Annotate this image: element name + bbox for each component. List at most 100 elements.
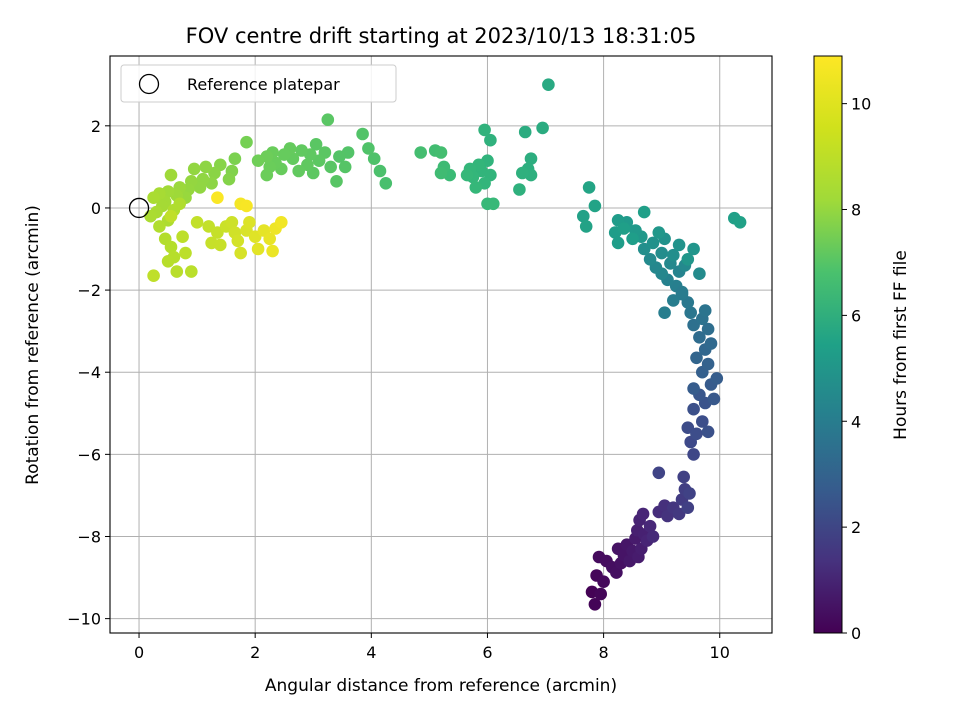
data-point	[231, 234, 245, 248]
data-point	[243, 216, 256, 229]
data-point	[684, 306, 697, 320]
data-point	[643, 252, 657, 266]
data-point	[153, 220, 166, 233]
data-point	[687, 402, 700, 416]
data-point	[161, 254, 175, 268]
data-point	[190, 216, 204, 229]
colorbar-tick-label: 2	[851, 518, 861, 537]
plot-frame	[109, 55, 773, 634]
data-point	[330, 175, 343, 188]
data-point	[696, 415, 709, 428]
data-point	[356, 127, 369, 141]
data-point	[263, 232, 277, 246]
data-point	[681, 252, 695, 266]
data-point	[147, 191, 160, 204]
data-point	[202, 220, 215, 233]
data-point	[626, 232, 639, 246]
data-point	[373, 164, 387, 178]
data-point	[611, 236, 625, 250]
data-point	[147, 269, 160, 283]
data-point	[646, 236, 660, 250]
data-point	[367, 152, 381, 165]
data-point	[687, 448, 700, 461]
data-point	[701, 357, 715, 371]
data-point	[324, 160, 338, 174]
data-point	[667, 294, 680, 307]
data-point	[518, 125, 532, 139]
y-tick-label: −4	[77, 363, 101, 382]
data-point	[214, 238, 227, 252]
data-point	[637, 242, 651, 256]
colorbar-tick-label: 10	[851, 95, 871, 114]
data-point	[677, 470, 690, 484]
data-point	[672, 507, 686, 521]
data-point	[164, 240, 178, 254]
data-point	[687, 382, 700, 395]
data-point	[185, 265, 198, 278]
colorbar-label: Hours from first FF file	[891, 250, 911, 440]
data-point	[251, 154, 265, 167]
x-axis-label: Angular distance from reference (arcmin)	[265, 676, 617, 696]
y-tick-label: −6	[77, 445, 101, 464]
data-point	[460, 168, 474, 182]
colorbar: 0 2 4 6 8 10 Hours from first FF file	[813, 55, 911, 643]
data-point	[164, 168, 178, 182]
data-point	[687, 318, 700, 332]
x-tick-label: 2	[250, 643, 260, 662]
data-point	[658, 306, 671, 320]
data-point	[710, 372, 724, 385]
y-tick-label: −10	[67, 610, 101, 629]
data-point	[478, 123, 491, 137]
data-point	[164, 209, 178, 223]
data-point	[701, 322, 715, 336]
data-point	[275, 216, 288, 229]
data-point	[672, 238, 686, 252]
y-tick-label: −2	[77, 281, 101, 300]
data-point	[414, 146, 428, 159]
data-point	[704, 337, 718, 350]
data-point	[542, 78, 555, 91]
data-point	[312, 154, 326, 167]
data-point	[701, 425, 715, 439]
data-point	[652, 466, 666, 480]
legend-entry-reference-platepar: Reference platepar	[187, 75, 340, 94]
data-point	[228, 152, 242, 165]
colorbar-tick-label: 4	[851, 412, 861, 431]
data-point	[610, 566, 623, 579]
data-point	[733, 216, 747, 229]
data-point	[617, 222, 631, 235]
data-point	[362, 142, 375, 155]
grid	[110, 56, 772, 633]
data-point	[251, 242, 265, 256]
data-point	[260, 168, 274, 182]
x-tick-label: 4	[366, 643, 376, 662]
data-point	[187, 162, 201, 176]
data-point	[577, 209, 590, 223]
data-point	[636, 507, 650, 521]
data-point	[582, 181, 596, 194]
legend-marker-open-circle	[138, 73, 160, 95]
data-point	[707, 392, 721, 406]
data-point	[309, 138, 323, 151]
colorbar-tick-label: 6	[851, 306, 861, 325]
data-point	[469, 181, 483, 194]
data-point	[516, 166, 529, 180]
data-point	[248, 230, 262, 243]
data-point	[144, 209, 157, 223]
data-point	[513, 183, 526, 196]
data-point	[597, 575, 610, 588]
chart-title: FOV centre drift starting at 2023/10/13 …	[186, 24, 697, 48]
y-axis-label: Rotation from reference (arcmin)	[23, 205, 43, 485]
data-point	[211, 191, 224, 204]
data-point	[176, 230, 189, 243]
data-point	[179, 246, 192, 260]
y-tick-label: −8	[77, 527, 101, 546]
data-point	[683, 487, 696, 500]
data-point	[295, 144, 308, 157]
colorbar-ticks: 0 2 4 6 8 10	[842, 95, 871, 643]
data-points	[128, 78, 747, 611]
data-point	[379, 177, 393, 190]
legend-box	[120, 64, 397, 103]
data-point	[652, 226, 666, 239]
data-point	[690, 427, 703, 441]
